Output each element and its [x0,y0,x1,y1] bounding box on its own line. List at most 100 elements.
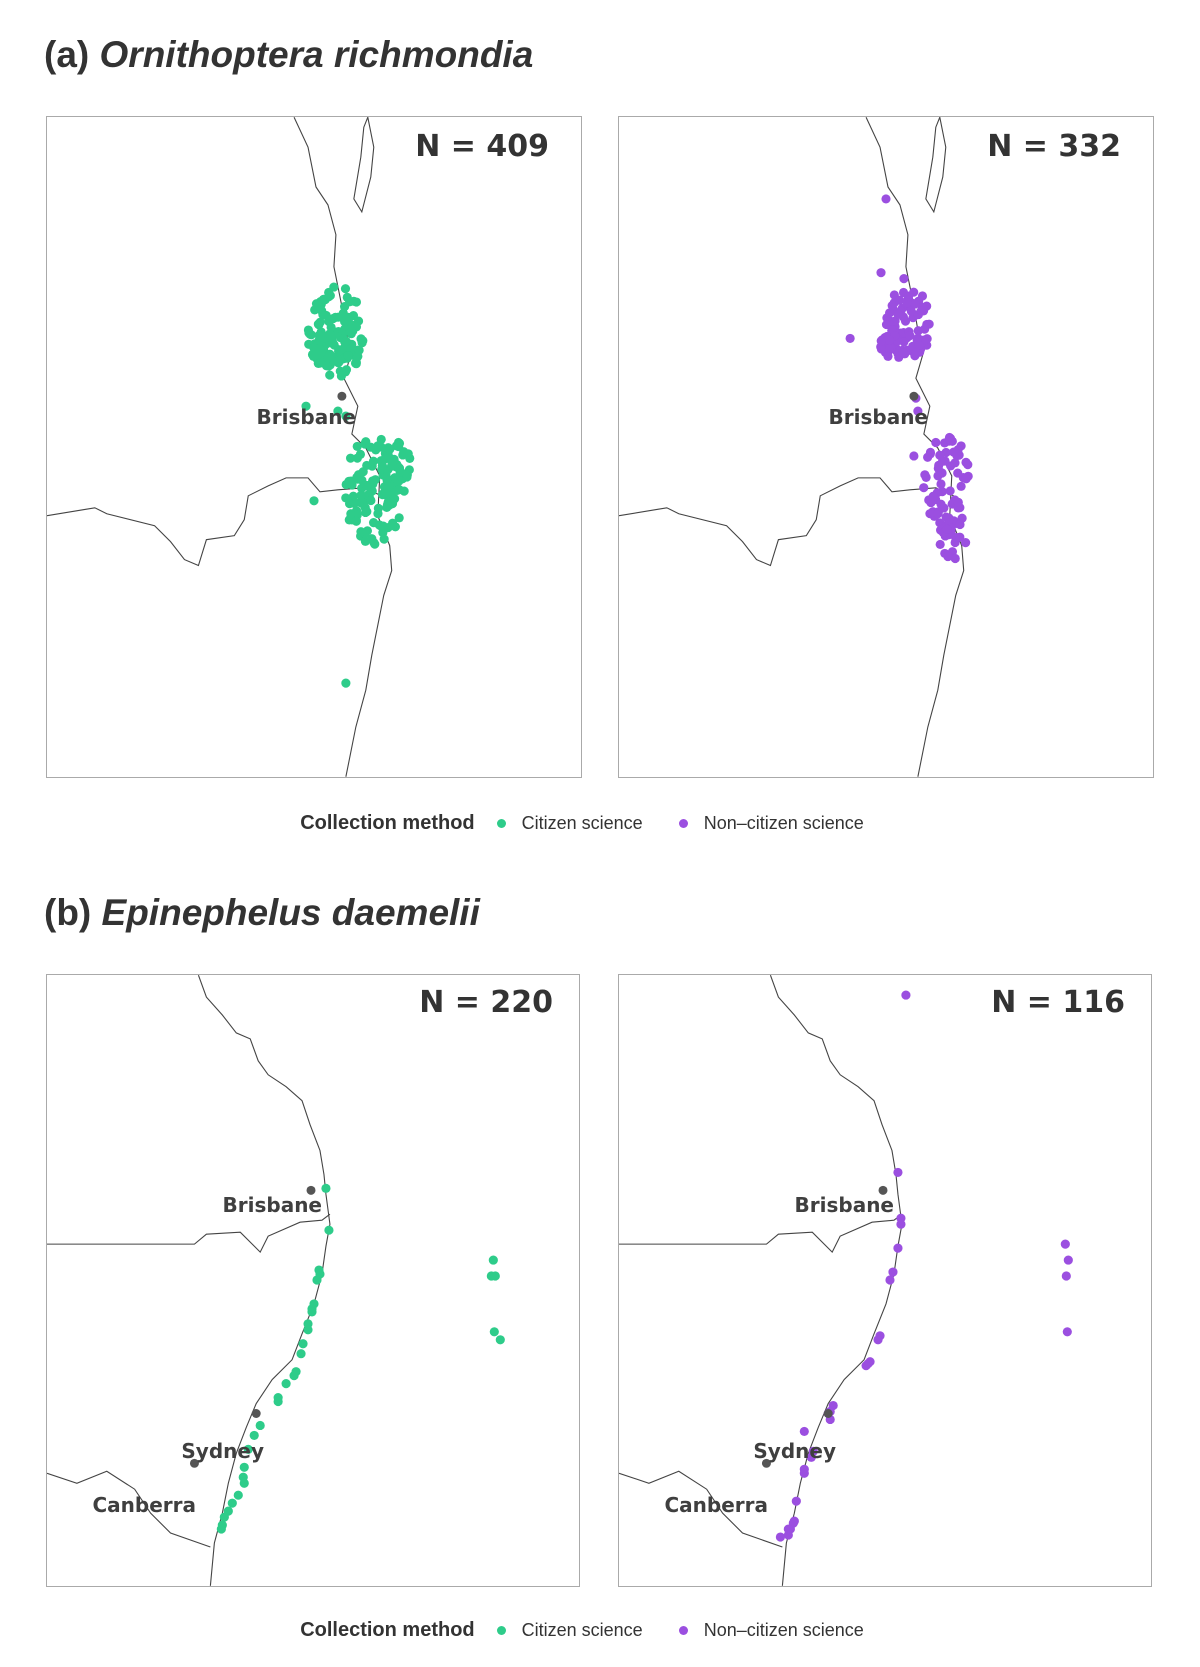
occurrence-point [324,315,334,325]
occurrence-point [806,1452,816,1462]
occurrence-point [315,1269,325,1279]
city-markers [909,391,919,401]
occurrence-points [301,282,415,688]
state-border-path [47,477,382,567]
occurrence-point [341,336,351,346]
occurrence-point [366,495,376,506]
map-panel-b-citizen: N = 220 Brisbane Sydney Canberra [46,974,580,1587]
state-border-path [47,1213,331,1254]
occurrence-point [914,340,924,350]
state-border-path [619,477,954,567]
occurrence-point [362,507,372,517]
occurrence-point [936,479,946,489]
occurrence-point [239,1478,249,1488]
state-border-path [619,1213,903,1254]
occurrence-point [309,343,319,353]
section-a-species: Ornithoptera richmondia [99,34,534,75]
occurrence-point [376,434,386,445]
occurrence-point [329,340,339,350]
occurrence-point [888,1267,898,1277]
legend-item-non-citizen: Non–citizen science [678,1620,864,1641]
occurrence-point [920,470,930,480]
occurrence-point [956,481,966,491]
occurrence-point [304,328,314,338]
occurrence-point [345,453,356,463]
occurrence-point [344,499,355,509]
occurrence-point [898,348,908,358]
map-b-citizen [47,975,505,1586]
occurrence-point [385,444,395,454]
occurrence-point [906,306,916,316]
legend-dot-non-citizen [678,1626,688,1635]
occurrence-point [949,447,959,457]
map-panel-a-citizen: N = 409 Brisbane [46,116,582,778]
city-label-sydney: Sydney [753,1439,836,1463]
state-border [619,1213,903,1548]
legend-a: Collection method Citizen science Non–ci… [0,812,1200,835]
occurrence-point [374,520,384,530]
city-marker [189,1458,199,1468]
section-a-title: (a) Ornithoptera richmondia [44,34,533,76]
occurrence-point [301,401,311,411]
occurrence-point [325,370,335,380]
occurrence-point [881,194,891,204]
island-outline [353,117,375,214]
occurrence-point [380,454,390,464]
occurrence-point [273,1396,283,1407]
occurrence-point [307,1307,317,1317]
occurrence-point [955,532,965,542]
occurrence-point [488,1255,498,1265]
occurrence-points [775,990,1073,1542]
occurrence-point [783,1524,793,1534]
occurrence-point [876,268,886,278]
legend-b: Collection method Citizen science Non–ci… [0,1619,1200,1642]
occurrence-point [348,311,359,321]
occurrence-point [321,1183,331,1193]
occurrence-point [916,306,926,316]
city-label-canberra: Canberra [92,1493,196,1517]
legend-title: Collection method [300,1619,475,1641]
legend-item-citizen: Citizen science [496,813,643,834]
city-marker [823,1409,833,1418]
occurrence-point [943,552,953,562]
occurrence-point [356,490,366,500]
occurrence-point [883,351,893,361]
occurrence-point [351,516,361,526]
occurrence-point [909,451,919,461]
coastline [769,975,903,1586]
occurrence-point [956,441,966,451]
occurrence-point [885,308,895,318]
coastline [865,117,965,777]
occurrence-point [399,447,409,457]
city-label-brisbane: Brisbane [828,405,928,429]
occurrence-point [348,491,358,501]
island-outline [925,117,947,214]
section-b-title: (b) Epinephelus daemelii [44,892,480,934]
occurrence-point [362,526,372,536]
city-markers [337,391,347,401]
occurrence-points [216,1183,505,1534]
occurrence-point [340,284,351,294]
occurrence-point [340,302,350,312]
occurrence-point [961,474,971,484]
legend-label-non-citizen: Non–citizen science [703,813,864,833]
occurrence-point [310,305,320,315]
city-markers [761,1185,888,1468]
city-markers [189,1185,316,1468]
occurrence-point [899,337,909,347]
occurrence-point [950,553,960,564]
occurrence-point [394,513,404,523]
occurrence-point [399,486,409,496]
occurrence-point [309,496,319,506]
occurrence-point [905,331,915,341]
occurrence-point [893,309,903,319]
map-a-citizen [47,117,415,777]
occurrence-point [335,345,345,355]
coastline-path [293,117,393,777]
occurrence-point [320,295,330,305]
occurrence-point [894,295,905,305]
occurrence-point [884,343,894,354]
occurrence-point [303,1325,313,1335]
sample-size-label: N = 116 [991,985,1125,1020]
sample-size-label: N = 332 [987,129,1121,164]
